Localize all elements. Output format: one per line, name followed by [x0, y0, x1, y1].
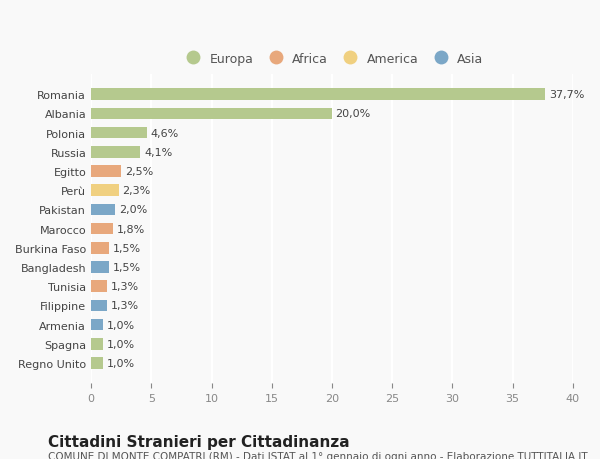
Text: Cittadini Stranieri per Cittadinanza: Cittadini Stranieri per Cittadinanza: [48, 434, 350, 449]
Bar: [91, 185, 119, 196]
Bar: [91, 128, 146, 139]
Text: 1,3%: 1,3%: [110, 282, 139, 291]
Text: 2,3%: 2,3%: [122, 186, 151, 196]
Text: 1,8%: 1,8%: [116, 224, 145, 234]
Bar: [91, 204, 115, 216]
Bar: [91, 338, 103, 350]
Text: 20,0%: 20,0%: [335, 109, 371, 119]
Text: 1,0%: 1,0%: [107, 320, 135, 330]
Bar: [91, 262, 109, 273]
Bar: [91, 147, 140, 158]
Text: 1,0%: 1,0%: [107, 358, 135, 368]
Bar: [91, 166, 121, 177]
Text: 1,5%: 1,5%: [113, 243, 141, 253]
Bar: [91, 358, 103, 369]
Text: 37,7%: 37,7%: [549, 90, 584, 100]
Text: 2,0%: 2,0%: [119, 205, 147, 215]
Bar: [91, 224, 113, 235]
Legend: Europa, Africa, America, Asia: Europa, Africa, America, Asia: [176, 48, 488, 71]
Text: 1,3%: 1,3%: [110, 301, 139, 311]
Bar: [91, 300, 107, 312]
Text: 2,5%: 2,5%: [125, 167, 153, 177]
Text: 4,6%: 4,6%: [150, 128, 178, 138]
Text: 1,5%: 1,5%: [113, 263, 141, 273]
Text: 4,1%: 4,1%: [144, 147, 172, 157]
Bar: [91, 319, 103, 330]
Bar: [91, 89, 545, 101]
Text: COMUNE DI MONTE COMPATRI (RM) - Dati ISTAT al 1° gennaio di ogni anno - Elaboraz: COMUNE DI MONTE COMPATRI (RM) - Dati IST…: [48, 451, 587, 459]
Bar: [91, 281, 107, 292]
Text: 1,0%: 1,0%: [107, 339, 135, 349]
Bar: [91, 108, 332, 120]
Bar: [91, 242, 109, 254]
